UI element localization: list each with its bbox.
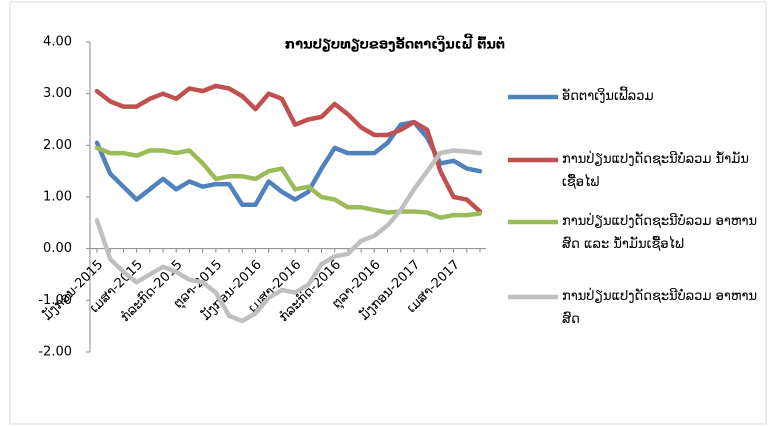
legend-label: ອັດຕາເງິນເຟີ້ລວມ: [562, 89, 654, 104]
series-line: [94, 148, 483, 324]
y-tick-label: 3.00: [43, 86, 72, 101]
y-tick-label: 2.00: [43, 138, 72, 153]
legend-label: ການປ່ຽນແປງດັດຊະນີບໍ່ລວມ ອາຫານສົດ: [562, 289, 758, 327]
y-tick-label: -1.00: [38, 293, 72, 308]
y-tick-label: 1.00: [43, 190, 72, 205]
series-line: [94, 83, 483, 214]
y-tick-label: -2.00: [38, 345, 72, 360]
series-line: [94, 119, 483, 208]
legend-label: ການປ່ຽນແປງດັດຊະນີບໍ່ລວມ ອາຫານສົດ ແລະ ນ້ຳ…: [562, 214, 758, 252]
chart-border: [9, 1, 767, 425]
y-tick-label: 0.00: [43, 241, 72, 256]
legend-label: ການປ່ຽນແປງດັດຊະນີບໍ່ລວມ ນ້ຳມັນເຊື້ອໄຟ: [562, 152, 749, 190]
y-tick-label: 4.00: [43, 35, 72, 50]
series-line: [94, 145, 483, 220]
chart-title: ການປຽບທຽບຂອງອັດຕາເງິນເຟີ້ ຕົ້ນຕໍ: [285, 35, 505, 53]
